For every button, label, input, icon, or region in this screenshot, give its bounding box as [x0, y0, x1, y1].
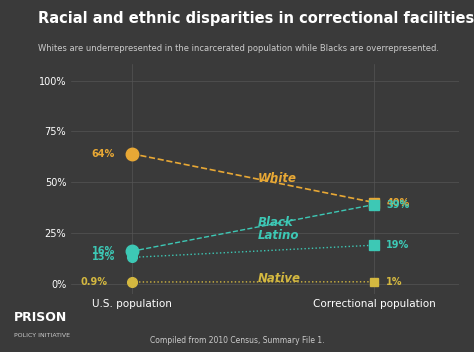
Text: Native: Native	[258, 272, 301, 285]
Text: 40%: 40%	[386, 197, 410, 208]
Text: 0.9%: 0.9%	[81, 277, 108, 287]
Text: 16%: 16%	[91, 246, 115, 256]
Text: Black: Black	[258, 216, 293, 230]
Text: 13%: 13%	[91, 252, 115, 262]
Text: Racial and ethnic disparities in correctional facilities: Racial and ethnic disparities in correct…	[38, 11, 474, 26]
Text: 19%: 19%	[386, 240, 410, 250]
Text: 39%: 39%	[386, 200, 410, 209]
Text: POLICY INITIATIVE: POLICY INITIATIVE	[14, 333, 70, 338]
Text: 1%: 1%	[386, 277, 403, 287]
Text: Compiled from 2010 Census, Summary File 1.: Compiled from 2010 Census, Summary File …	[150, 336, 324, 345]
Text: White: White	[258, 172, 297, 184]
Text: Whites are underrepresented in the incarcerated population while Blacks are over: Whites are underrepresented in the incar…	[38, 44, 439, 53]
Text: 64%: 64%	[91, 149, 115, 159]
Text: Latino: Latino	[258, 228, 299, 241]
Text: PRISON: PRISON	[14, 311, 67, 324]
